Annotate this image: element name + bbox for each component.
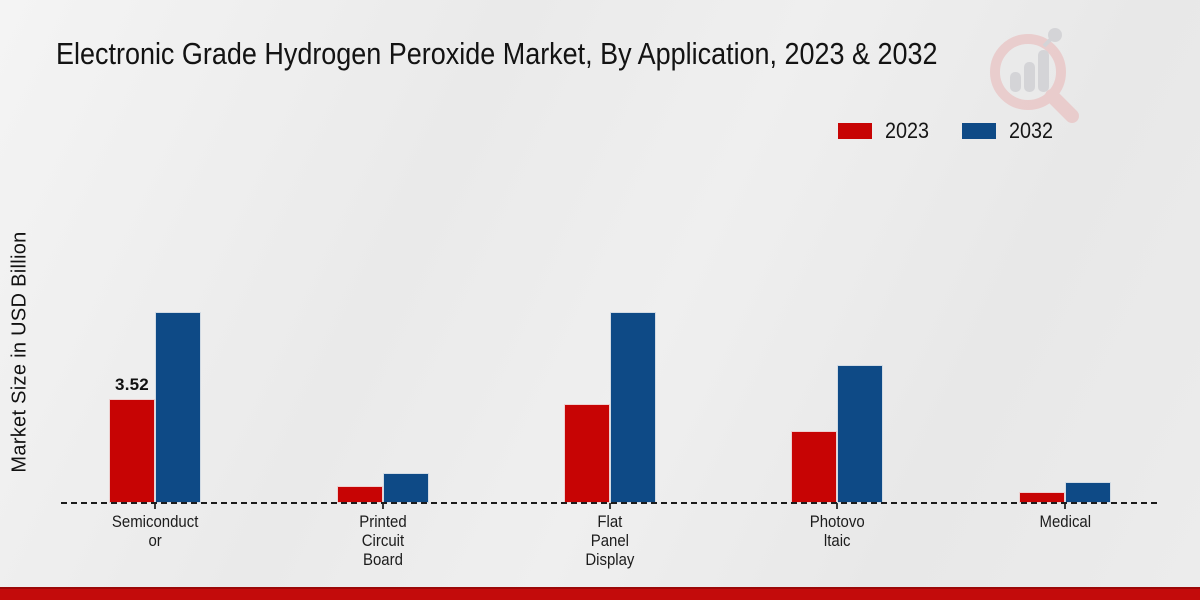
legend-label-2032: 2032 xyxy=(1008,118,1054,143)
x-axis-tick xyxy=(609,503,611,509)
bar-2032-printed-circuit-board xyxy=(383,473,429,503)
x-axis-category-label: Medical xyxy=(975,512,1155,531)
legend-swatch-2032 xyxy=(961,123,996,139)
bar-2023-flat-panel-display xyxy=(564,404,610,503)
logo-bar-medium-icon xyxy=(1024,62,1035,92)
legend-label-2023: 2023 xyxy=(885,118,930,143)
x-axis-category-label-text: Medical xyxy=(1039,512,1091,531)
bar-2023-printed-circuit-board xyxy=(337,486,383,503)
x-axis-category-label: Photovo ltaic xyxy=(747,512,927,550)
bar-2023-photovoltaic xyxy=(791,431,837,503)
x-axis-tick xyxy=(154,503,156,509)
logo-dot-icon xyxy=(1048,28,1062,42)
logo-bar-tall-icon xyxy=(1038,50,1049,92)
legend-item-2023: 2023 xyxy=(838,118,934,144)
x-axis-category-label-text: Printed Circuit Board xyxy=(359,512,407,569)
magnifier-ring-icon xyxy=(990,34,1066,110)
x-axis-category-label: Semiconduct or xyxy=(65,512,245,550)
x-axis-tick xyxy=(1064,503,1066,509)
bar-value-label: 3.52 xyxy=(115,375,149,394)
x-axis-tick xyxy=(382,503,384,509)
x-axis-category-label-text: Flat Panel Display xyxy=(585,512,635,569)
bar-2032-medical xyxy=(1065,482,1111,503)
x-axis-category-label-text: Semiconduct or xyxy=(111,512,199,550)
magnifier-handle-icon xyxy=(1045,89,1079,123)
logo-bar-small-icon xyxy=(1010,72,1021,92)
market-research-logo-watermark xyxy=(990,28,1079,123)
x-axis-tick xyxy=(836,503,838,509)
legend-item-2032: 2032 xyxy=(961,118,1058,144)
chart-title: Electronic Grade Hydrogen Peroxide Marke… xyxy=(56,36,938,71)
bar-2032-photovoltaic xyxy=(837,365,883,503)
x-axis-category-label-text: Photovo ltaic xyxy=(809,512,865,550)
footer-accent-bar xyxy=(0,587,1200,600)
x-axis-baseline xyxy=(61,502,1157,504)
bar-2032-semiconductor xyxy=(155,312,201,503)
chart-legend: 2023 2032 xyxy=(838,118,1058,144)
bar-2032-flat-panel-display xyxy=(610,312,656,503)
y-axis-label: Market Size in USD Billion xyxy=(8,231,31,473)
legend-swatch-2023 xyxy=(838,123,872,139)
bar-2023-semiconductor xyxy=(109,399,155,503)
x-axis-category-label: Flat Panel Display xyxy=(520,512,700,569)
x-axis-category-label: Printed Circuit Board xyxy=(293,512,473,569)
